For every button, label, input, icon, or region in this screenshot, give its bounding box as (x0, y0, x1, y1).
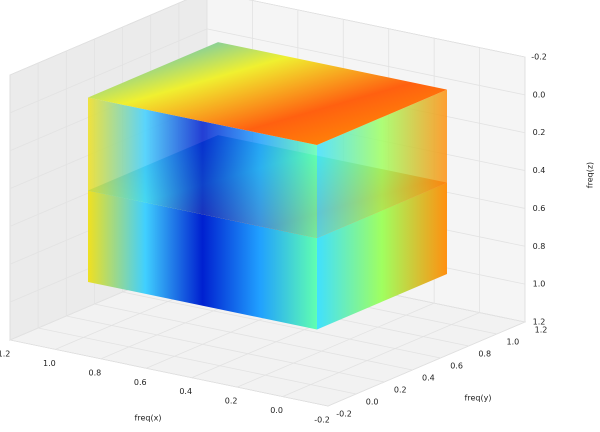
grid-line (9, 0, 187, 76)
x-tick-label: 0.8 (88, 368, 101, 377)
grid-line (94, 303, 413, 371)
volume-face (316, 89, 447, 239)
z-tick-label: 0.2 (533, 128, 546, 137)
y-tick-label: 1.2 (535, 326, 548, 335)
grid-line (206, 28, 526, 96)
x-tick-label: 0.0 (270, 406, 283, 415)
z-tick-label: -0.2 (531, 53, 547, 62)
z-tick-label: 0.8 (533, 242, 546, 251)
y-tick-label: 0.2 (394, 386, 407, 395)
grid-line (248, 0, 526, 58)
x-tick-label: 0.4 (179, 387, 192, 396)
y-tick-label: -0.2 (336, 410, 352, 419)
volume-face (88, 190, 317, 330)
grid-line (9, 28, 208, 114)
y-tick-label: 0.0 (366, 398, 379, 407)
volume (88, 42, 447, 330)
y-tick-label: 0.4 (422, 374, 435, 383)
z-tick-label: 1.0 (533, 280, 546, 289)
x-axis-label: freq(x) (135, 414, 162, 423)
grid-line (9, 339, 329, 407)
x-tick-label: -0.2 (314, 416, 330, 425)
z-tick-label: 0.4 (533, 166, 546, 175)
z-tick-label: 1.2 (533, 318, 546, 327)
grid-line (327, 321, 526, 407)
volume-face (316, 182, 447, 330)
y-tick-label: 1.0 (506, 338, 519, 347)
x-tick-label: 1.2 (0, 350, 10, 359)
x-tick-label: 0.6 (134, 378, 147, 387)
grid-line (38, 327, 357, 395)
y-axis-label: freq(y) (465, 394, 492, 403)
x-tick-label: 0.2 (225, 397, 238, 406)
volume-face (88, 42, 447, 146)
z-tick-label: 0.0 (533, 90, 546, 99)
grid-line (236, 302, 435, 388)
grid-line (122, 291, 441, 359)
labels: 1.2 1.0 0.8 0.6 0.4 0.2 0.0 -0.2 -0.2 0.0 0.2 0.4 0.… (0, 53, 547, 425)
volume-face (88, 97, 317, 239)
y-tick-label: 0.6 (450, 362, 463, 371)
grid-line (66, 315, 385, 383)
y-tick-label: 0.8 (478, 350, 491, 359)
grid-line (282, 312, 480, 397)
x-tick-label: 1.0 (43, 359, 56, 368)
z-axis-label: freq(z) (586, 162, 595, 188)
z-tick-label: 0.6 (533, 204, 546, 213)
